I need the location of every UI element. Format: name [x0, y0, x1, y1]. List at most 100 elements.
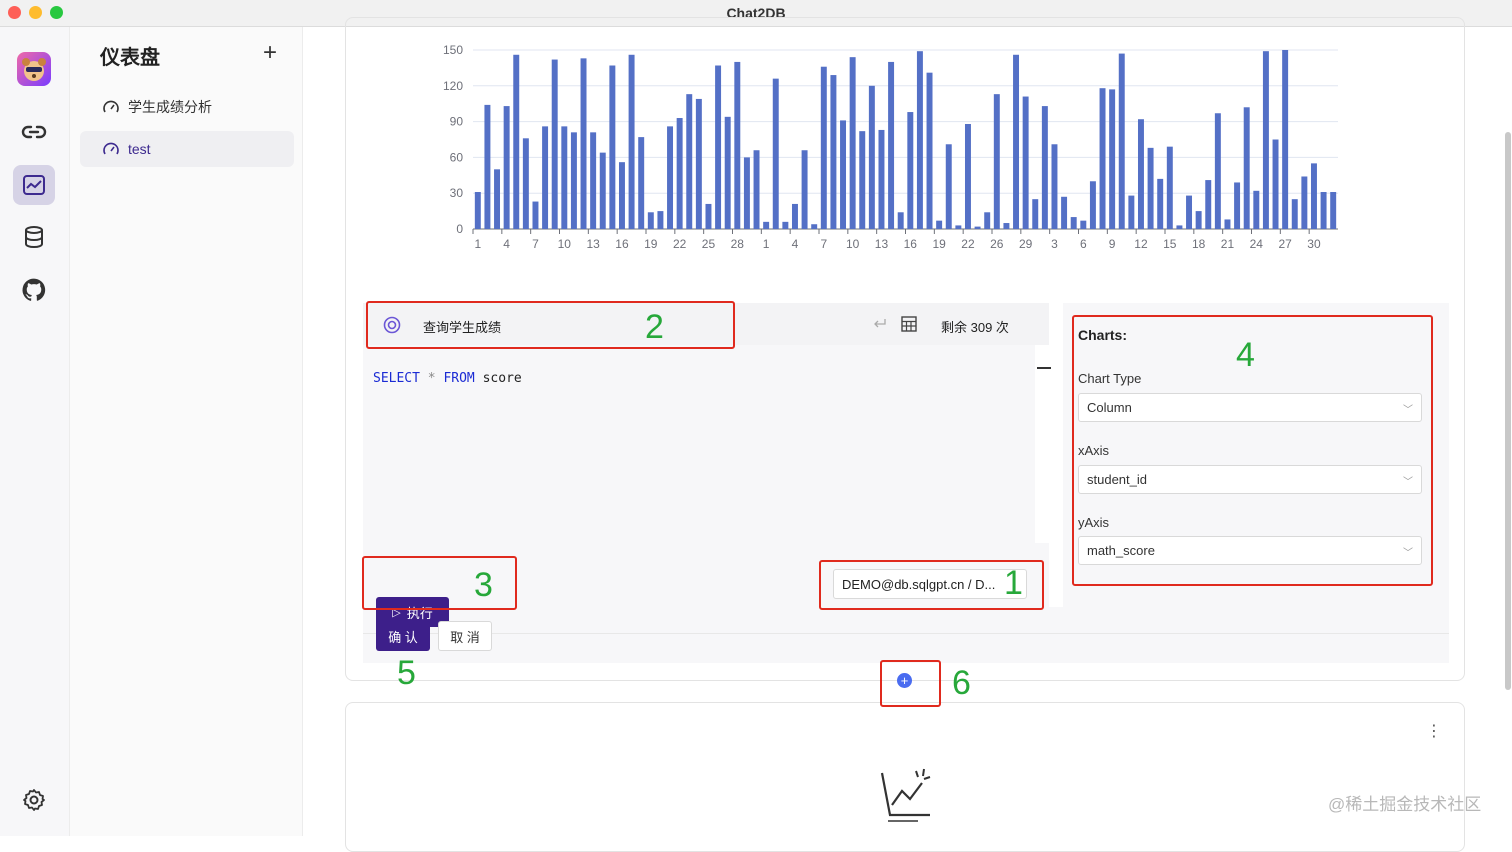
bar[interactable] [811, 224, 818, 229]
bar[interactable] [657, 211, 664, 229]
sidebar-item-student-score[interactable]: 学生成绩分析 [80, 89, 294, 125]
nav-github[interactable] [13, 270, 55, 310]
close-window-button[interactable] [8, 6, 21, 19]
bar[interactable] [1051, 144, 1058, 229]
bar[interactable] [878, 129, 885, 229]
bar[interactable] [1137, 119, 1144, 229]
bar[interactable] [753, 150, 760, 229]
enter-icon[interactable] [873, 318, 887, 330]
yaxis-select[interactable]: math_score ﹀ [1078, 536, 1422, 565]
sql-editor[interactable]: SELECT * FROM score [363, 345, 1035, 543]
bar[interactable] [599, 152, 606, 229]
sidebar-item-test[interactable]: test [80, 131, 294, 167]
nav-dashboard[interactable] [13, 165, 55, 205]
bar[interactable] [1128, 195, 1135, 229]
bar[interactable] [1195, 211, 1202, 229]
bar[interactable] [484, 104, 491, 229]
bar[interactable] [1061, 196, 1068, 229]
bar[interactable] [743, 157, 750, 229]
bar[interactable] [1234, 182, 1241, 229]
bar[interactable] [522, 138, 529, 229]
bar[interactable] [647, 212, 654, 229]
bar[interactable] [1330, 192, 1337, 229]
add-dashboard-button[interactable]: + [263, 39, 278, 66]
bar[interactable] [542, 126, 549, 229]
bar[interactable] [734, 61, 741, 230]
bar[interactable] [474, 192, 481, 229]
bar[interactable] [1205, 180, 1212, 229]
add-chart-button[interactable]: + [897, 673, 912, 688]
bar[interactable] [494, 169, 501, 229]
bar[interactable] [1013, 54, 1020, 229]
bar[interactable] [984, 212, 991, 229]
maximize-window-button[interactable] [50, 6, 63, 19]
bar[interactable] [551, 59, 558, 229]
cancel-button[interactable]: 取 消 [438, 621, 492, 651]
datasource-select[interactable]: DEMO@db.sqlgpt.cn / D... [833, 569, 1027, 599]
bar[interactable] [1320, 192, 1327, 229]
minimap-handle[interactable] [1037, 367, 1051, 369]
bar[interactable] [513, 54, 520, 229]
bar[interactable] [676, 118, 683, 229]
bar[interactable] [936, 220, 943, 229]
bar[interactable] [820, 66, 827, 230]
bar[interactable] [1186, 195, 1193, 229]
bar[interactable] [705, 203, 712, 229]
bar[interactable] [1176, 225, 1183, 229]
chart-type-select[interactable]: Column ﹀ [1078, 393, 1422, 422]
bar[interactable] [916, 51, 923, 229]
bar[interactable] [1301, 176, 1308, 229]
bar[interactable] [580, 58, 587, 229]
bar[interactable] [1272, 139, 1279, 230]
bar[interactable] [907, 112, 914, 229]
bar[interactable] [830, 75, 837, 229]
bar[interactable] [1070, 217, 1077, 229]
bar[interactable] [1032, 199, 1039, 229]
bar[interactable] [618, 162, 625, 229]
bar[interactable] [609, 65, 616, 229]
query-name-input[interactable]: 查询学生成绩 [423, 320, 502, 335]
bar[interactable] [638, 137, 645, 229]
bar[interactable] [763, 221, 770, 229]
bar[interactable] [503, 106, 510, 229]
bar[interactable] [686, 94, 693, 230]
bar[interactable] [849, 57, 856, 229]
bar[interactable] [695, 98, 702, 230]
bar[interactable] [667, 126, 674, 229]
bar[interactable] [1003, 223, 1010, 229]
main-scrollbar[interactable] [1505, 132, 1511, 690]
bar[interactable] [1282, 50, 1289, 229]
bar[interactable] [1262, 51, 1269, 229]
bar[interactable] [1118, 53, 1125, 229]
bar[interactable] [1166, 146, 1173, 229]
bar[interactable] [724, 116, 731, 229]
minimize-window-button[interactable] [29, 6, 42, 19]
bar[interactable] [993, 94, 1000, 230]
bar[interactable] [532, 201, 539, 229]
bar[interactable] [561, 126, 568, 229]
bar[interactable] [840, 120, 847, 229]
bar[interactable] [1099, 88, 1106, 229]
bar[interactable] [1214, 113, 1221, 229]
bar[interactable] [868, 85, 875, 229]
bar[interactable] [1224, 219, 1231, 229]
bar[interactable] [974, 226, 981, 229]
table-icon[interactable] [901, 316, 917, 332]
bar[interactable] [897, 212, 904, 229]
xaxis-select[interactable]: student_id ﹀ [1078, 465, 1422, 494]
bar[interactable] [926, 72, 933, 229]
bar[interactable] [1253, 190, 1260, 229]
bar[interactable] [570, 132, 577, 229]
bar[interactable] [955, 225, 962, 229]
nav-settings[interactable] [13, 780, 55, 820]
bar[interactable] [1243, 107, 1250, 229]
bar[interactable] [1080, 220, 1087, 229]
bar[interactable] [782, 221, 789, 229]
bar[interactable] [945, 144, 952, 229]
bar[interactable] [791, 203, 798, 229]
nav-database[interactable] [13, 217, 55, 257]
bar[interactable] [801, 150, 808, 229]
bar[interactable] [859, 131, 866, 229]
more-options-icon[interactable]: ⋮ [1426, 723, 1442, 740]
app-logo[interactable] [13, 49, 55, 89]
